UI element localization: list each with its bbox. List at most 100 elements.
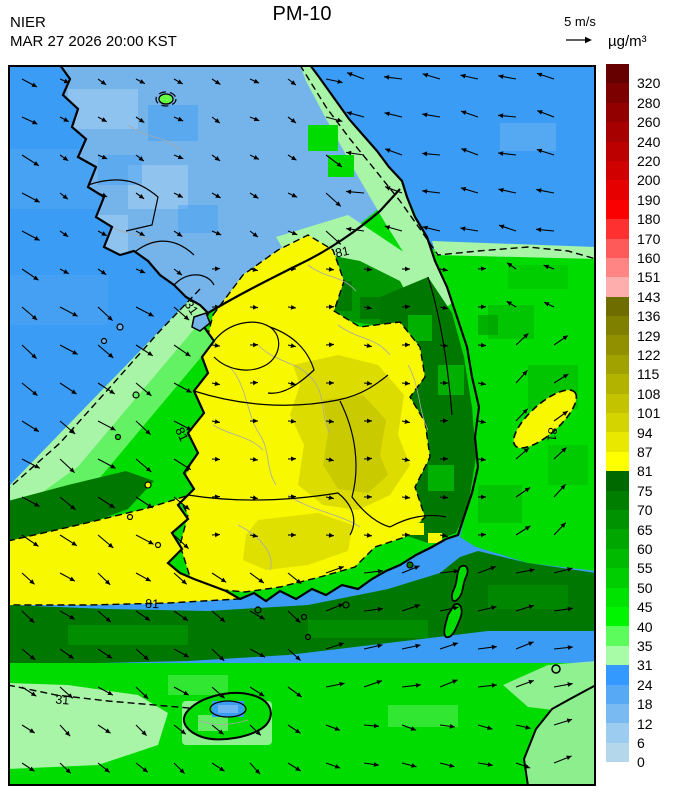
wind-arrow-head xyxy=(442,418,448,424)
colorbar-segment xyxy=(606,354,629,375)
wind-arrow-head xyxy=(442,267,448,272)
wind-arrow-head xyxy=(183,652,189,658)
wind-vector-layer xyxy=(21,72,573,775)
wind-arrow-head xyxy=(295,655,301,661)
colorbar-segment xyxy=(606,568,629,588)
colorbar-segment xyxy=(606,509,629,530)
wind-arrow-head xyxy=(452,679,458,684)
wind-arrow-head xyxy=(452,642,458,647)
wind-arrow-head xyxy=(104,767,110,773)
wind-arrow-head xyxy=(562,335,568,341)
colorbar-segment xyxy=(606,83,629,103)
wind-arrow-head xyxy=(252,304,258,310)
wind-arrow-head xyxy=(69,614,75,620)
wind-arrow-head xyxy=(337,117,343,123)
colorbar-segment xyxy=(606,122,629,142)
wind-arrow-head xyxy=(566,755,572,760)
wind-arrow-head xyxy=(255,730,261,736)
wind-arrow-head xyxy=(480,342,486,348)
colorbar-label: 40 xyxy=(637,618,653,635)
wind-arrow-head xyxy=(334,726,340,731)
wind-arrow-head xyxy=(442,343,448,348)
wind-arrow-head xyxy=(70,504,76,510)
wind-arrow-head xyxy=(215,230,222,236)
colorbar-label: 0 xyxy=(637,754,645,771)
wind-arrow-head xyxy=(65,730,71,737)
colorbar-segment xyxy=(606,238,629,258)
wind-arrow-head xyxy=(442,494,448,500)
wind-arrow-head xyxy=(258,691,265,697)
colorbar-label: 101 xyxy=(637,405,661,422)
wind-arrow-head xyxy=(290,494,296,500)
wind-arrow-head xyxy=(71,541,77,546)
wind-arrow-head xyxy=(253,155,259,160)
wind-arrow-head xyxy=(366,343,372,348)
wind-arrow-head xyxy=(449,724,455,729)
wind-arrow-head xyxy=(185,465,191,470)
wind-arrow-head xyxy=(68,654,74,659)
colorbar-label: 129 xyxy=(637,327,661,344)
wind-arrow-head xyxy=(110,425,116,431)
page-title: PM-10 xyxy=(272,3,332,25)
wind-arrow-head xyxy=(214,343,220,348)
wind-arrow-head xyxy=(259,652,265,658)
colorbar-label: 240 xyxy=(637,133,661,150)
wind-arrow-head xyxy=(32,390,38,396)
wind-arrow-head xyxy=(566,718,573,724)
wind-arrow-head xyxy=(460,73,466,79)
wind-arrow-head xyxy=(543,264,550,270)
wind-arrow-head xyxy=(214,419,220,424)
wind-arrow-head xyxy=(336,162,342,167)
colorbar-label: 143 xyxy=(637,288,661,305)
wind-arrow-head xyxy=(252,457,258,462)
colorbar-segment xyxy=(606,413,629,433)
wind-arrow-head xyxy=(253,342,258,348)
colorbar-segment xyxy=(606,257,629,278)
wind-arrow-head xyxy=(144,615,151,621)
wind-arrow-head xyxy=(71,389,77,395)
wind-arrow-head xyxy=(373,723,379,729)
wind-arrow-head xyxy=(139,231,145,236)
wind-arrow-head xyxy=(481,304,486,310)
wind-arrow-head xyxy=(404,457,410,462)
wind-arrow-head xyxy=(498,113,504,119)
wind-arrow-head xyxy=(480,381,486,386)
colorbar-label: 151 xyxy=(637,269,661,286)
wind-arrow-head xyxy=(253,78,260,84)
wind-arrow-head xyxy=(366,456,372,462)
wind-arrow-head xyxy=(337,79,343,84)
colorbar-label: 160 xyxy=(637,250,661,266)
wind-arrow-head xyxy=(373,762,379,767)
wind-arrow-head xyxy=(347,72,353,77)
wind-arrow-head xyxy=(252,495,258,500)
small-islands xyxy=(100,312,414,641)
colorbar-label: 280 xyxy=(637,94,661,111)
colorbar-label: 81 xyxy=(637,463,653,480)
wind-arrow-head xyxy=(480,266,486,272)
wind-arrow-head xyxy=(335,201,341,207)
colorbar-label: 12 xyxy=(637,715,653,732)
wind-arrow-head xyxy=(100,269,107,275)
wind-arrow-head xyxy=(34,502,40,507)
wind-arrow-head xyxy=(442,305,448,310)
wind-arrow-head xyxy=(109,503,115,508)
colorbar-segment xyxy=(606,316,629,336)
colorbar-segment xyxy=(606,684,629,704)
wind-arrow-head xyxy=(291,192,298,198)
wind-arrow-head xyxy=(567,682,573,687)
colorbar-label: 260 xyxy=(637,114,661,131)
east-sea-yellow-patch xyxy=(512,389,578,449)
wind-arrow-head xyxy=(109,389,115,394)
wind-arrow-head xyxy=(404,380,410,386)
wind-arrow-head xyxy=(33,275,39,281)
wind-arrow-head xyxy=(101,154,108,160)
wind-arrow-head xyxy=(346,150,352,156)
wind-arrow-head xyxy=(491,683,497,688)
wind-arrow-head xyxy=(366,380,372,386)
colorbar-label: 108 xyxy=(637,385,661,402)
colorbar-segment xyxy=(606,335,629,355)
wind-arrow-head xyxy=(528,679,534,685)
wind-arrow-head xyxy=(214,381,220,386)
wind-arrow-head xyxy=(339,681,345,687)
